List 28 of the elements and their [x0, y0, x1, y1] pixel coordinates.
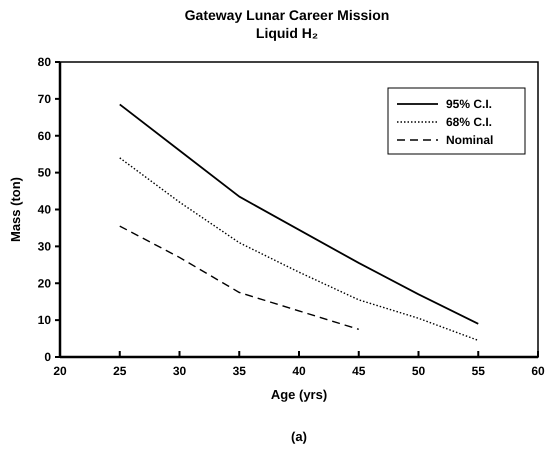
y-tick-label: 50: [38, 166, 52, 180]
chart-subtitle: Liquid H₂: [256, 25, 318, 41]
y-tick-label: 70: [38, 92, 52, 106]
line-series: [119, 157, 479, 342]
x-tick-label: 60: [531, 364, 545, 378]
x-tick-label: 55: [472, 364, 486, 378]
legend-label: 68% C.I.: [446, 115, 492, 129]
x-tick-label: 35: [232, 364, 246, 378]
y-axis-title: Mass (ton): [8, 177, 23, 242]
y-tick-label: 0: [44, 350, 52, 364]
x-tick-label: 40: [292, 364, 306, 378]
x-tick-label: 20: [53, 364, 67, 378]
y-tick-label: 10: [38, 313, 52, 328]
x-tick-label: 50: [412, 364, 426, 378]
legend-label: Nominal: [446, 133, 494, 147]
x-tick-label: 45: [352, 364, 366, 378]
legend-label: 95% C.I.: [446, 97, 492, 111]
line-series: [119, 225, 360, 330]
y-tick-label: 20: [38, 276, 52, 290]
y-tick-label: 30: [38, 239, 52, 254]
y-tick-label: 40: [38, 202, 52, 216]
x-tick-label: 25: [113, 364, 127, 378]
chart-title: Gateway Lunar Career Mission: [184, 7, 390, 23]
x-tick-label: 30: [172, 364, 186, 378]
y-tick-label: 80: [38, 55, 52, 69]
x-axis-title: Age (yrs): [270, 387, 328, 402]
y-tick-label: 60: [38, 128, 52, 143]
text: (a): [291, 429, 307, 444]
